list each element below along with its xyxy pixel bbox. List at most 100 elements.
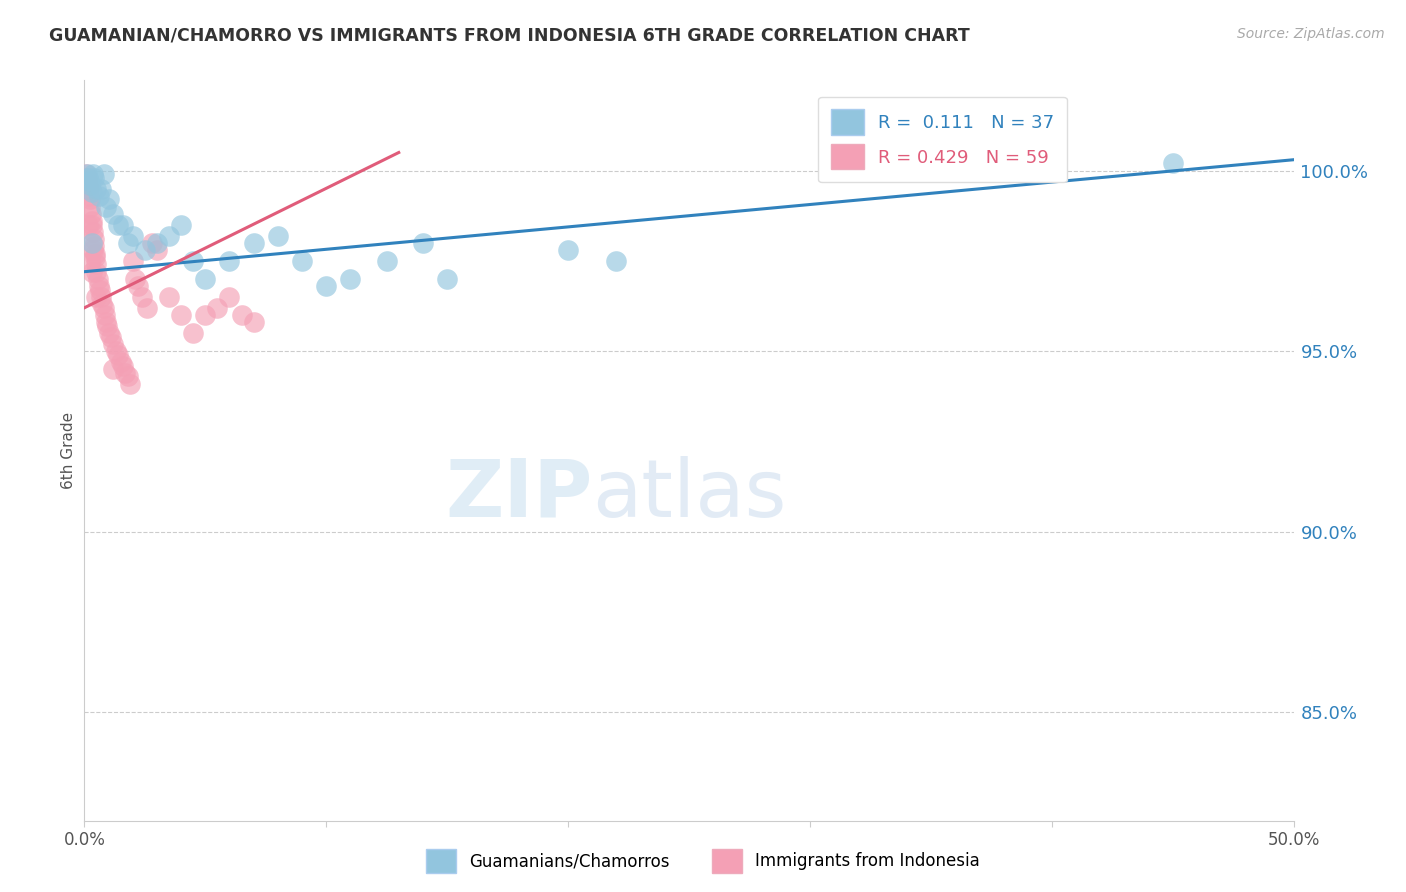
Point [76,170,98,185]
Point [94,315,117,329]
Point [80,186,103,200]
Point [110,355,132,369]
Point [127,279,149,293]
Point [76,167,98,181]
Point [436,272,458,286]
Point [291,253,314,268]
Point [112,359,135,373]
Point [76,174,98,188]
Point [97,326,120,340]
Text: GUAMANIAN/CHAMORRO VS IMMIGRANTS FROM INDONESIA 6TH GRADE CORRELATION CHART: GUAMANIAN/CHAMORRO VS IMMIGRANTS FROM IN… [49,27,970,45]
Point [218,290,240,304]
Point [77,181,100,195]
Point [93,167,115,181]
Point [100,329,122,343]
Point [80,235,103,250]
Point [124,272,146,286]
Point [107,348,129,362]
Point [231,308,253,322]
Point [93,301,115,315]
Point [157,228,180,243]
Point [86,290,108,304]
Point [97,193,120,207]
Point [339,272,361,286]
Point [90,181,112,195]
Point [77,170,100,185]
Point [605,253,627,268]
Point [96,318,118,333]
Point [131,290,153,304]
Point [91,297,114,311]
Point [77,174,100,188]
Point [77,189,100,203]
Point [120,376,142,391]
Point [146,243,169,257]
Legend: Guamanians/Chamorros, Immigrants from Indonesia: Guamanians/Chamorros, Immigrants from In… [419,842,987,880]
Point [170,308,193,322]
Point [83,232,105,246]
Point [134,243,156,257]
Point [1161,156,1184,170]
Point [375,253,398,268]
Point [121,253,143,268]
Point [181,326,204,340]
Point [94,308,117,322]
Point [83,170,105,185]
Text: Source: ZipAtlas.com: Source: ZipAtlas.com [1237,27,1385,41]
Point [242,235,264,250]
Point [194,272,217,286]
Point [103,337,125,351]
Text: ZIP: ZIP [444,456,592,534]
Point [82,243,104,257]
Point [89,283,111,297]
Legend: R =  0.111   N = 37, R = 0.429   N = 59: R = 0.111 N = 37, R = 0.429 N = 59 [818,96,1067,182]
Point [90,290,112,304]
Point [79,178,101,192]
Point [103,362,125,376]
Point [103,207,125,221]
Text: 0.0%: 0.0% [63,831,105,849]
Point [82,218,104,232]
Point [82,167,104,181]
Point [86,272,108,286]
Point [181,253,204,268]
Point [86,265,108,279]
Point [80,214,103,228]
Point [80,265,103,279]
Point [170,218,193,232]
Point [146,235,169,250]
Point [117,235,139,250]
Point [218,253,240,268]
Point [77,178,100,192]
Point [79,200,101,214]
Point [82,225,104,239]
Point [84,257,107,271]
Point [75,170,97,185]
Point [94,200,117,214]
Point [121,228,143,243]
Point [87,189,110,203]
Point [84,250,107,264]
Point [315,279,337,293]
Point [157,290,180,304]
Point [242,315,264,329]
Point [136,301,159,315]
Point [107,218,129,232]
Point [141,235,163,250]
Point [114,366,136,380]
Point [267,228,290,243]
Point [557,243,579,257]
Point [87,279,110,293]
Point [83,239,105,253]
Point [80,207,103,221]
Point [77,218,100,232]
Point [117,369,139,384]
Point [104,344,127,359]
Point [75,167,97,181]
Y-axis label: 6th Grade: 6th Grade [60,412,76,489]
Point [412,235,434,250]
Text: atlas: atlas [592,456,786,534]
Point [83,246,105,260]
Point [79,193,101,207]
Point [194,308,217,322]
